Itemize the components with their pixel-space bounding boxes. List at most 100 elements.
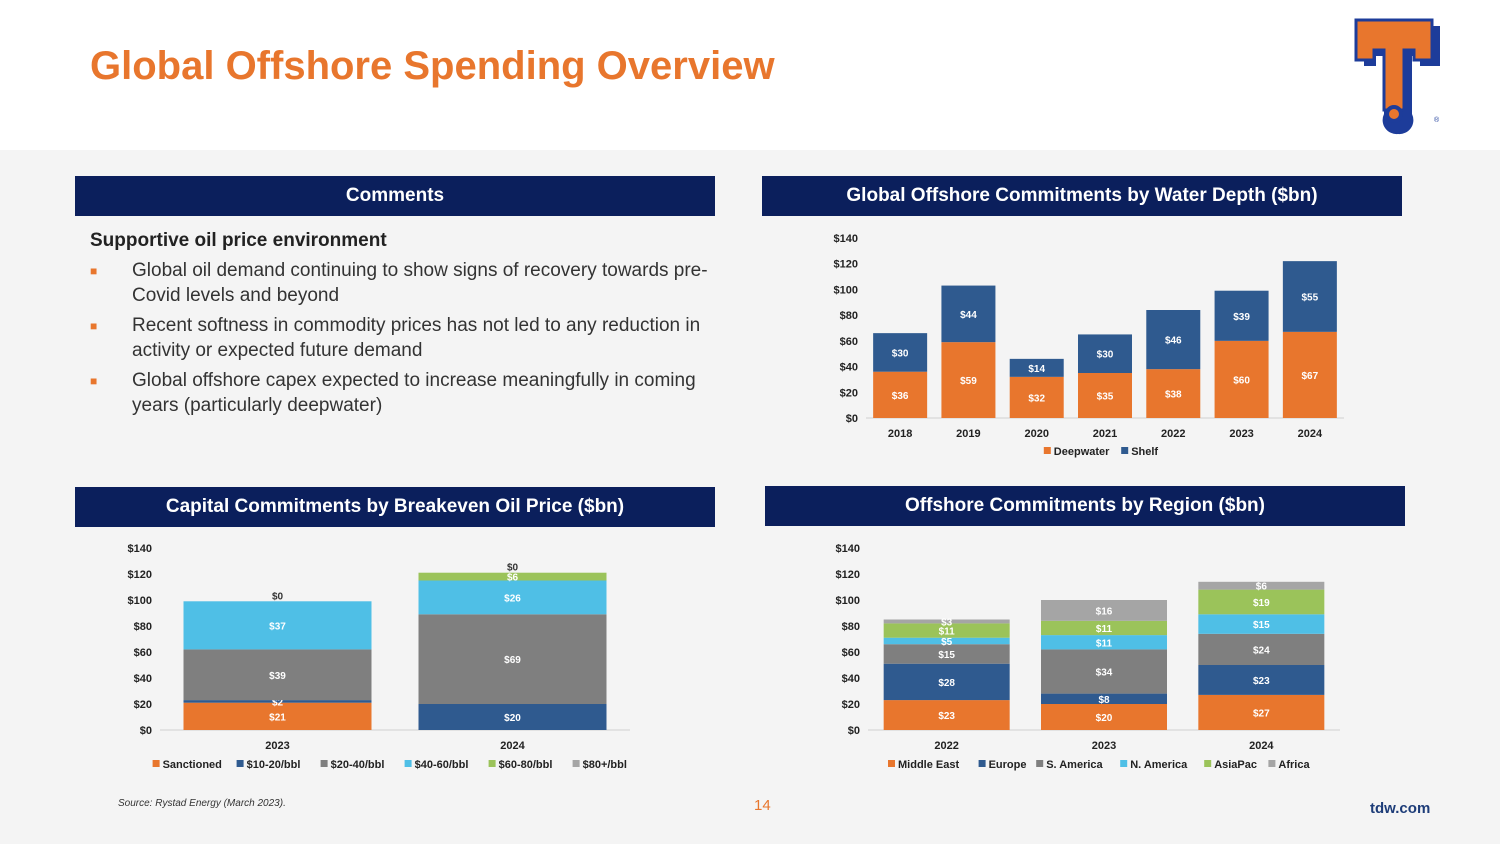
data-label: $11 [1096, 638, 1113, 649]
bar-segment [183, 649, 372, 701]
legend-label: $20-40/bbl [331, 759, 385, 771]
data-label: $5 [941, 637, 953, 648]
x-tick-label: 2022 [934, 740, 958, 752]
data-label: $0 [507, 563, 519, 574]
y-tick-label: $120 [836, 569, 860, 581]
bar-segment [1198, 589, 1325, 615]
data-label: $69 [504, 655, 521, 666]
legend-swatch [1036, 760, 1044, 767]
bar-segment [183, 601, 372, 650]
y-tick-label: $40 [842, 673, 860, 685]
bar-segment [883, 700, 1010, 730]
bar-segment [1214, 340, 1269, 418]
data-label: $11 [939, 627, 956, 638]
data-label: $15 [938, 650, 955, 661]
data-label: $35 [1097, 392, 1114, 403]
legend-label: N. America [1130, 759, 1188, 771]
legend-swatch [1121, 447, 1129, 454]
bar-segment [883, 637, 1010, 645]
data-label: $23 [938, 711, 955, 722]
data-label: $38 [1165, 390, 1182, 401]
legend-swatch [888, 760, 895, 767]
bar-segment [883, 663, 1010, 701]
website-link[interactable]: tdw.com [1370, 800, 1431, 817]
legend-swatch [152, 760, 160, 767]
data-label: $19 [1253, 598, 1270, 609]
y-tick-label: $20 [842, 699, 860, 711]
data-label: $27 [1253, 708, 1270, 719]
comment-text: Recent softness in commodity prices has … [132, 315, 701, 361]
chart-legend: Sanctioned $10-20/bbl $20-40/bbl $40-60/bbl… [152, 759, 627, 771]
legend-label: S. America [1046, 759, 1103, 771]
bar-segment [183, 702, 372, 730]
comment-bullet: ■ Global offshore capex expected to incr… [90, 368, 710, 418]
bar-segment [941, 342, 996, 418]
comment-text: Global oil demand continuing to show sig… [132, 260, 708, 306]
chart-legend: Deepwater Shelf [1043, 446, 1158, 458]
data-label: $28 [938, 678, 955, 689]
bar-segment [1009, 358, 1064, 377]
logo-registered-mark: ® [1434, 116, 1440, 124]
chart-legend: Middle East Europe S. America N. America Asi… [888, 759, 1310, 771]
y-tick-label: $120 [834, 259, 858, 271]
y-tick-label: $0 [846, 413, 858, 425]
comment-text: Global offshore capex expected to increa… [132, 370, 696, 416]
bar-segment [1198, 665, 1325, 695]
data-label: $3 [941, 617, 953, 628]
bullet-square-icon: ■ [90, 319, 98, 333]
x-tick-label: 2024 [1249, 740, 1274, 752]
legend-label: $80+/bbl [583, 759, 627, 771]
y-tick-label: $100 [128, 595, 152, 607]
legend-label: Shelf [1131, 446, 1158, 458]
source-note: Source: Rystad Energy (March 2023). [118, 798, 286, 809]
bar-segment [1282, 261, 1337, 332]
legend-label: $60-80/bbl [499, 759, 553, 771]
legend-label: Sanctioned [163, 759, 222, 771]
bar-segment [1198, 614, 1325, 634]
data-label: $37 [269, 621, 286, 632]
bar-segment [1041, 600, 1167, 621]
data-label: $0 [272, 591, 284, 602]
bar-segment [1078, 373, 1132, 418]
data-label: $20 [504, 713, 521, 724]
data-label: $39 [1233, 312, 1250, 323]
x-tick-label: 2019 [956, 428, 980, 440]
bar-segment [1198, 633, 1325, 665]
x-tick-label: 2021 [1093, 428, 1117, 440]
data-label: $26 [504, 593, 521, 604]
bar-segment [873, 371, 928, 418]
comment-bullet: ■ Global oil demand continuing to show s… [90, 258, 710, 308]
page-number: 14 [754, 797, 771, 814]
logo-t-shape [1354, 18, 1434, 112]
y-tick-label: $120 [128, 569, 152, 581]
comments-heading: Supportive oil price environment [90, 230, 387, 251]
legend-swatch [488, 760, 496, 767]
data-label: $24 [1253, 645, 1270, 656]
legend-label: $10-20/bbl [247, 759, 301, 771]
y-tick-label: $20 [840, 387, 858, 399]
water-depth-header: Global Offshore Commitments by Water Dep… [762, 176, 1402, 216]
legend-label: Deepwater [1054, 446, 1110, 458]
bar-segment [1146, 369, 1201, 418]
x-tick-label: 2023 [265, 740, 289, 752]
data-label: $36 [892, 391, 909, 402]
y-tick-label: $0 [848, 725, 860, 737]
page-title: Global Offshore Spending Overview [90, 44, 775, 88]
data-label: $21 [269, 712, 286, 723]
data-label: $59 [960, 376, 977, 387]
y-tick-label: $140 [836, 543, 860, 555]
region-chart: $0$20$40$60$80$100$120$140$23$28$15$5$11… [836, 543, 1340, 771]
data-label: $23 [1253, 676, 1270, 687]
bar-segment [418, 614, 607, 704]
legend-label: AsiaPac [1214, 759, 1257, 771]
bar-segment [1041, 649, 1167, 694]
data-label: $30 [892, 348, 909, 359]
legend-label: Europe [989, 759, 1027, 771]
bar-segment [1078, 334, 1132, 373]
bar-segment [941, 285, 996, 343]
x-tick-label: 2023 [1229, 428, 1253, 440]
legend-swatch [1268, 760, 1276, 767]
bar-segment [1214, 290, 1269, 341]
y-tick-label: $140 [128, 543, 152, 555]
data-label: $20 [1096, 713, 1113, 724]
